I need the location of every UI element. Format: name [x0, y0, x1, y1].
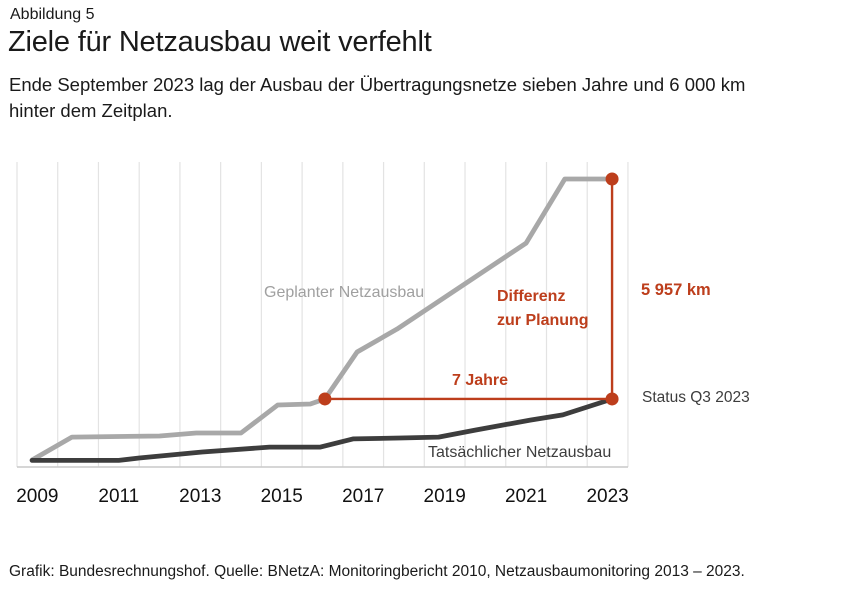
status-q3-2023-label: Status Q3 2023 — [642, 389, 750, 406]
x-axis-label-2023: 2023 — [586, 486, 629, 507]
x-axis-label-2021: 2021 — [504, 486, 548, 507]
difference-to-plan-label: Differenz zur Planung — [497, 288, 589, 329]
x-axis-label-2013: 2013 — [179, 486, 222, 507]
x-axis-label-2017: 2017 — [342, 486, 385, 507]
planned-line — [29, 176, 615, 463]
x-axis-label-2015: 2015 — [260, 486, 303, 507]
planned-reached-marker — [318, 392, 332, 406]
planned-endpoint-marker — [605, 172, 619, 186]
difference-km-value: 5 957 km — [641, 281, 711, 299]
x-axis-label-2011: 2011 — [98, 486, 140, 507]
chart-title: Ziele für Netzausbau weit verfehlt — [8, 26, 432, 58]
planned-series-label: Geplanter Netzausbau — [264, 284, 425, 301]
status-marker — [605, 392, 619, 406]
difference-years-value: 7 Jahre — [451, 372, 509, 389]
chart-subtitle: Ende September 2023 lag der Ausbau der Ü… — [9, 74, 746, 121]
figure-number-label: Abbildung 5 — [10, 6, 95, 23]
actual-series-label: Tatsächlicher Netzausbau — [428, 444, 612, 461]
x-axis-label-2009: 2009 — [16, 486, 59, 507]
actual-line — [29, 396, 615, 463]
x-axis-label-2019: 2019 — [423, 486, 466, 507]
source-credit: Grafik: Bundesrechnungshof. Quelle: BNet… — [9, 563, 745, 580]
